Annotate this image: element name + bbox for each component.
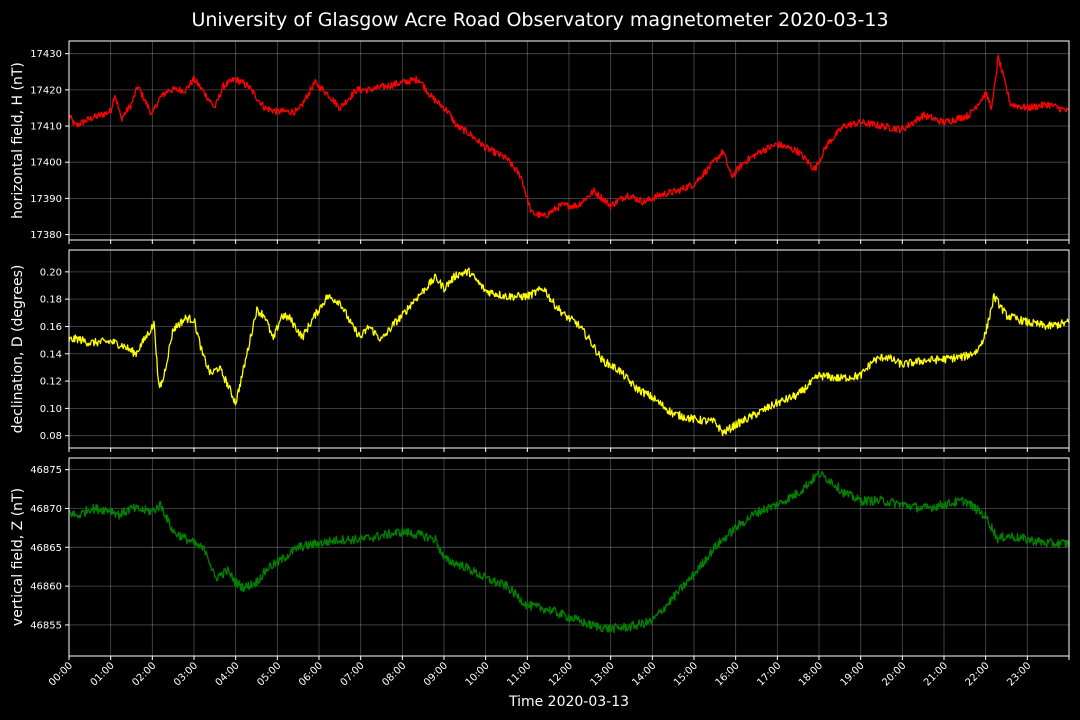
x-tick-label: 18:00 <box>797 660 825 688</box>
x-tick-label: 17:00 <box>755 660 783 688</box>
y-tick-label: 0.12 <box>40 377 62 388</box>
x-tick-label: 20:00 <box>880 660 908 688</box>
y-tick-label: 46870 <box>30 504 62 515</box>
x-tick-label: 12:00 <box>547 660 575 688</box>
y-tick-label: 46865 <box>30 543 62 554</box>
x-tick-label: 21:00 <box>922 660 950 688</box>
x-tick-label: 01:00 <box>89 660 117 688</box>
x-tick-label: 04:00 <box>214 660 242 688</box>
y-tick-label: 0.14 <box>40 349 62 360</box>
y-axis-label: vertical field, Z (nT) <box>10 488 26 626</box>
panel-2: 0.08 0.10 0.12 0.14 0.16 0.18 0.20 declination,… <box>10 249 1070 452</box>
x-tick-label: 05:00 <box>255 660 283 688</box>
series-line-1 <box>68 54 1070 219</box>
x-tick-label: 03:00 <box>172 660 200 688</box>
y-tick-label: 0.10 <box>40 404 62 415</box>
panel-3: 46855 46860 46865 46870 46875 vertical field,… <box>10 457 1070 710</box>
x-tick-label: 11:00 <box>505 660 533 688</box>
y-tick-label: 17420 <box>30 85 62 96</box>
x-tick-label: 06:00 <box>297 660 325 688</box>
y-tick-label: 0.18 <box>40 295 62 306</box>
y-axis-label: horizontal field, H (nT) <box>10 62 26 219</box>
y-tick-label: 17430 <box>30 49 62 60</box>
x-tick-label: 15:00 <box>672 660 700 688</box>
y-tick-label: 46875 <box>30 465 62 476</box>
x-tick-label: 07:00 <box>339 660 367 688</box>
y-tick-label: 0.20 <box>40 267 62 278</box>
chart-title: University of Glasgow Acre Road Observat… <box>191 9 889 31</box>
y-tick-label: 0.16 <box>40 322 62 333</box>
series-line-3 <box>68 469 1070 634</box>
x-tick-label: 00:00 <box>47 660 75 688</box>
x-tick-label: 16:00 <box>714 660 742 688</box>
x-tick-label: 10:00 <box>464 660 492 688</box>
x-tick-label: 02:00 <box>130 660 158 688</box>
x-axis-label: Time 2020-03-13 <box>508 694 629 710</box>
x-tick-label: 19:00 <box>839 660 867 688</box>
x-tick-label: 13:00 <box>589 660 617 688</box>
x-tick-label: 09:00 <box>422 660 450 688</box>
x-tick-label: 14:00 <box>630 660 658 688</box>
y-tick-label: 0.08 <box>40 431 62 442</box>
y-tick-label: 46855 <box>30 620 62 631</box>
x-tick-label: 22:00 <box>964 660 992 688</box>
series-line-2 <box>68 267 1070 437</box>
y-axis-label: declination, D (degrees) <box>10 265 26 434</box>
panel-1: 17380 17390 17400 17410 17420 17430 horizontal… <box>10 40 1070 244</box>
y-tick-label: 17410 <box>30 122 62 133</box>
y-tick-label: 17400 <box>30 158 62 169</box>
y-tick-label: 46860 <box>30 582 62 593</box>
y-tick-label: 17380 <box>30 230 62 241</box>
x-tick-label: 23:00 <box>1005 660 1033 688</box>
y-tick-label: 17390 <box>30 194 62 205</box>
x-tick-label: 08:00 <box>380 660 408 688</box>
